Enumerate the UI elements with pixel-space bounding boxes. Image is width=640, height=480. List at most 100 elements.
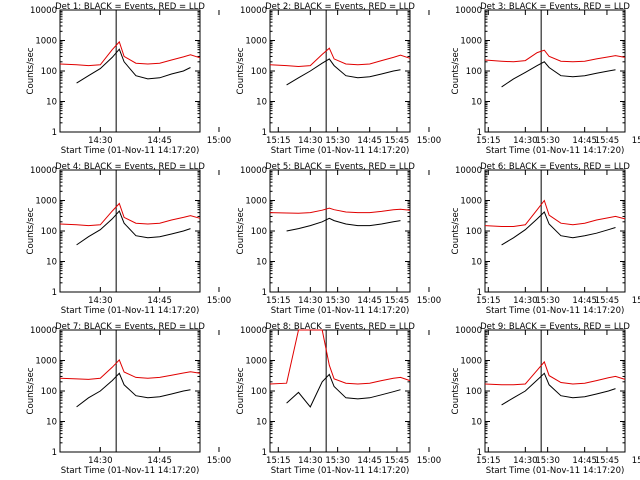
x-tick-label: 15:00 [632,296,640,306]
events-series-line [501,211,616,246]
x-tick-label: 15:45 [385,456,410,466]
y-axis-label: Counts/sec [26,207,36,254]
panel-title: Det 6: BLACK = Events, RED = LLD [480,162,630,172]
y-tick-label: 10 [256,98,267,108]
x-tick-label: 15:45 [595,136,620,146]
y-tick-label: 100 [41,227,57,237]
y-axis-label: Counts/sec [451,367,461,414]
x-tick-label: 15:15 [266,296,291,306]
y-tick-label: 10000 [455,166,482,176]
detector-panel-2: 1 10 100 1000 10000 14:30 14:45 15:00 15:15 15:30… [236,2,619,156]
y-tick-label: 1000 [460,37,482,47]
y-tick-label: 10 [46,98,57,108]
y-tick-label: 10 [471,98,482,108]
plot-frame [269,169,411,293]
plot-frame [59,169,201,293]
y-axis-label: Counts/sec [451,207,461,254]
y-tick-label: 1 [262,128,267,138]
y-axis-label: Counts/sec [236,367,246,414]
y-tick-label: 1 [477,288,482,298]
x-tick-label: 14:30 [88,456,113,466]
y-tick-label: 100 [466,227,482,237]
x-axis-label: Start Time (01-Nov-11 14:17:20) [61,306,200,316]
y-tick-label: 10000 [240,6,267,16]
x-axis-label: Start Time (01-Nov-11 14:17:20) [271,466,410,476]
events-series-line [286,373,401,408]
x-tick-label: 14:45 [572,456,597,466]
events-series-line [501,61,616,88]
panel-title: Det 3: BLACK = Events, RED = LLD [480,2,630,12]
y-axis-label: Counts/sec [26,47,36,94]
y-tick-label: 100 [251,387,267,397]
x-tick-label: 14:30 [298,296,323,306]
y-tick-label: 10000 [240,166,267,176]
x-tick-label: 14:45 [357,296,382,306]
x-tick-label: 15:15 [476,296,501,306]
y-axis-label: Counts/sec [236,47,246,94]
y-tick-label: 100 [466,67,482,77]
x-tick-label: 14:30 [513,456,538,466]
y-tick-label: 1000 [245,197,267,207]
y-tick-label: 10000 [30,166,57,176]
x-tick-label: 15:15 [476,456,501,466]
panel-title: Det 4: BLACK = Events, RED = LLD [55,162,205,172]
y-tick-label: 10000 [240,326,267,336]
x-tick-label: 15:00 [632,136,640,146]
detector-panel-7: 1 10 100 1000 10000 14:30 14:45 15:00 15:15 15:30… [26,322,409,476]
y-tick-label: 1000 [460,357,482,367]
lld-series-line [59,358,201,380]
lld-series-line [59,202,201,227]
x-tick-label: 15:15 [266,456,291,466]
y-tick-label: 1 [477,128,482,138]
detector-panel-5: 1 10 100 1000 10000 14:30 14:45 15:00 15:15 15:30… [236,162,619,316]
y-tick-label: 1 [262,448,267,458]
x-tick-label: 15:30 [535,456,560,466]
plot-frame [59,329,201,453]
detector-panel-4: 1 10 100 1000 10000 14:30 14:45 15:00 15:15 15:30… [26,162,409,316]
x-tick-label: 15:00 [207,136,232,146]
x-tick-label: 14:45 [147,456,172,466]
y-tick-label: 10000 [455,6,482,16]
panel-title: Det 1: BLACK = Events, RED = LLD [55,2,205,12]
detector-panel-3: 1 10 100 1000 10000 14:30 14:45 15:00 15:15 15:30… [451,2,640,156]
x-tick-label: 14:45 [147,296,172,306]
y-tick-label: 1000 [35,37,57,47]
x-axis-label: Start Time (01-Nov-11 14:17:20) [271,306,410,316]
x-tick-label: 14:30 [298,136,323,146]
y-tick-label: 100 [251,227,267,237]
x-tick-label: 15:00 [207,296,232,306]
x-tick-label: 15:00 [632,456,640,466]
x-axis-label: Start Time (01-Nov-11 14:17:20) [486,466,625,476]
x-tick-label: 14:45 [147,136,172,146]
x-tick-label: 15:30 [325,136,350,146]
x-tick-label: 15:30 [535,296,560,306]
panel-title: Det 7: BLACK = Events, RED = LLD [55,322,205,332]
x-tick-label: 15:30 [325,456,350,466]
x-tick-label: 15:15 [266,136,291,146]
panel-title: Det 5: BLACK = Events, RED = LLD [265,162,415,172]
y-tick-label: 1 [477,448,482,458]
detector-panel-8: 1 10 100 1000 10000 14:30 14:45 15:00 15:15 15:30… [236,322,619,476]
lld-series-line [484,360,626,386]
x-tick-label: 15:45 [595,296,620,306]
x-axis-label: Start Time (01-Nov-11 14:17:20) [61,466,200,476]
x-tick-label: 15:00 [207,456,232,466]
y-tick-label: 10000 [455,326,482,336]
events-series-line [286,58,401,86]
panel-title: Det 2: BLACK = Events, RED = LLD [265,2,415,12]
x-tick-label: 14:30 [513,296,538,306]
y-axis-label: Counts/sec [236,207,246,254]
events-series-line [501,372,616,406]
y-tick-label: 100 [466,387,482,397]
y-tick-label: 10 [471,418,482,428]
y-tick-label: 1 [52,288,57,298]
lld-series-line [59,40,201,67]
x-tick-label: 14:45 [357,136,382,146]
x-tick-label: 15:15 [476,136,501,146]
x-tick-label: 15:30 [535,136,560,146]
lld-series-line [269,47,411,68]
x-axis-label: Start Time (01-Nov-11 14:17:20) [271,146,410,156]
y-tick-label: 1000 [35,357,57,367]
y-tick-label: 1 [52,128,57,138]
